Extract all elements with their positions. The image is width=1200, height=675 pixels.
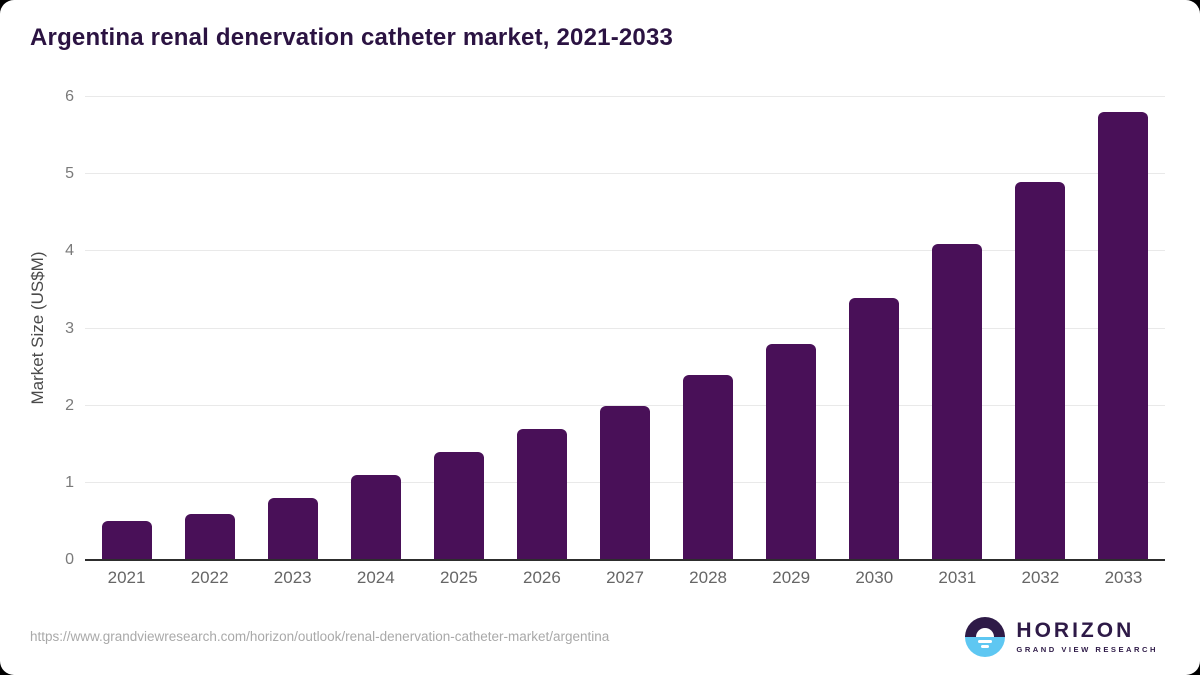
y-ticks: 0 1 2 3 4 5 6 (38, 89, 74, 568)
logo-subtitle: GRAND VIEW RESEARCH (1016, 644, 1158, 654)
y-tick-label: 0 (65, 551, 74, 568)
bar-2021[interactable] (101, 521, 152, 560)
y-tick-label: 4 (65, 242, 74, 260)
x-labels: 2021 2022 2023 2024 2025 2026 2027 2028 2029 2030… (85, 568, 1165, 588)
bar-column (85, 97, 168, 560)
y-tick-label: 2 (65, 396, 74, 414)
gridline (85, 96, 1165, 97)
x-tick-label: 2023 (273, 568, 312, 587)
bar-2030[interactable] (849, 297, 900, 560)
bar-2025[interactable] (433, 451, 484, 560)
x-axis-line (85, 559, 1165, 561)
bar-column (583, 97, 666, 560)
y-tick-label: 5 (65, 165, 74, 183)
x-tick-label: 2026 (523, 568, 561, 587)
x-tick-label: 2032 (1021, 568, 1060, 587)
logo-text: HORIZON GRAND VIEW RESEARCH (1016, 619, 1158, 654)
x-tick-label: 2025 (439, 568, 478, 587)
horizon-logo-icon (965, 617, 1006, 657)
bar-column (1082, 97, 1165, 560)
x-tick-label: 2031 (938, 568, 977, 587)
bar-column (999, 97, 1082, 560)
sun-icon (976, 628, 995, 637)
bar-column (833, 97, 916, 560)
bar-column (417, 97, 500, 560)
x-tick-label: 2033 (1104, 568, 1143, 587)
horizon-logo: HORIZON GRAND VIEW RESEARCH (965, 617, 1158, 657)
bar-2028[interactable] (683, 374, 734, 560)
bar-2029[interactable] (766, 343, 817, 560)
x-tick-label: 2022 (190, 568, 229, 587)
y-tick-label: 6 (65, 88, 74, 105)
bars (85, 97, 1165, 560)
y-tick-label: 1 (65, 473, 74, 491)
x-tick-label: 2029 (772, 568, 811, 587)
gridline (85, 404, 1165, 406)
bar-2023[interactable] (267, 498, 318, 560)
bar-column (750, 97, 833, 560)
chart-title: Argentina renal denervation catheter mar… (30, 24, 674, 51)
bar-column (667, 97, 750, 560)
gridline (85, 327, 1165, 329)
plot-area: 0 1 2 3 4 5 6 (65, 89, 1165, 568)
bar-2024[interactable] (350, 475, 401, 560)
x-tick-label: 2028 (689, 568, 727, 587)
bar-2033[interactable] (1098, 112, 1149, 560)
bar-2027[interactable] (600, 405, 650, 560)
x-tick-label: 2021 (107, 568, 146, 587)
x-tick-label: 2024 (356, 568, 395, 587)
bar-2032[interactable] (1015, 181, 1066, 560)
logo-name: HORIZON (1016, 619, 1135, 643)
bar-column (334, 97, 417, 560)
bar-column (500, 97, 583, 560)
bar-2031[interactable] (932, 243, 983, 560)
gridline (85, 173, 1165, 175)
y-tick-label: 3 (65, 319, 74, 337)
x-tick-label: 2030 (855, 568, 894, 587)
x-tick-label: 2027 (606, 568, 644, 587)
bar-column (251, 97, 334, 560)
bar-column (168, 97, 251, 560)
bar-column (916, 97, 999, 560)
gridline (85, 250, 1165, 252)
bar-2026[interactable] (516, 428, 567, 560)
sun-reflection-line (978, 640, 993, 643)
sun-reflection-line (981, 645, 990, 648)
source-url: https://www.grandviewresearch.com/horizo… (30, 629, 610, 644)
bar-2022[interactable] (184, 513, 235, 560)
